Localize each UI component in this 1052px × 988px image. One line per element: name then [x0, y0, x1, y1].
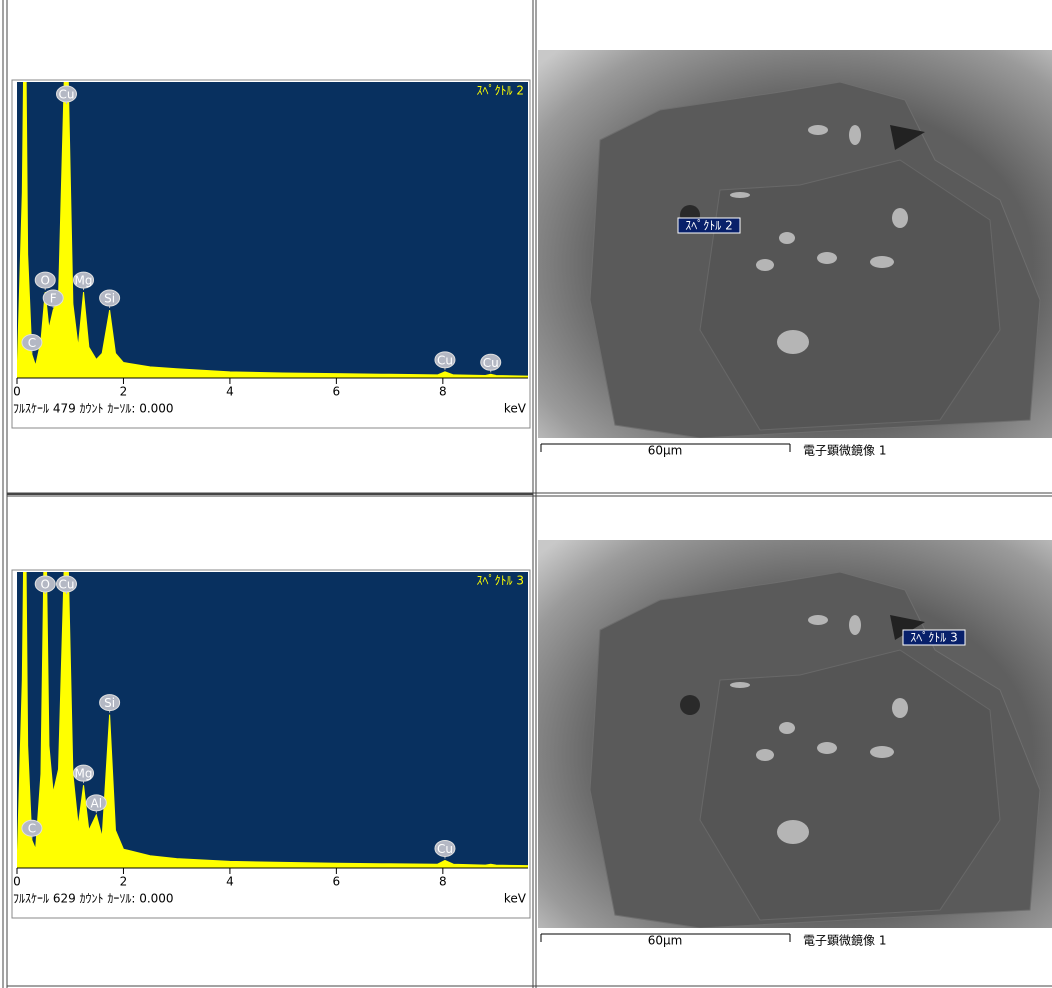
sem-inclusion	[849, 125, 861, 145]
sem-inclusion	[777, 820, 809, 844]
spectrum-marker-box	[677, 217, 741, 234]
peak-marker	[434, 351, 456, 369]
sem-shadow	[890, 615, 925, 640]
peak-label: Mg	[75, 274, 93, 288]
chart-footer: ﾌﾙｽｹｰﾙ 479 ｶｳﾝﾄ ｶｰｿﾙ: 0.000	[13, 402, 174, 416]
sem-grain	[699, 649, 1001, 921]
peak-marker	[21, 334, 43, 352]
sem-inclusion	[808, 615, 828, 625]
sem-inclusion	[808, 125, 828, 135]
plot-background	[17, 82, 528, 378]
sem-inclusion	[779, 722, 795, 734]
sem-inclusion	[892, 208, 908, 228]
sem-grain	[699, 159, 1001, 431]
peak-marker	[56, 85, 78, 103]
x-tick-label: 0	[13, 385, 21, 399]
scale-label: 60μm	[648, 934, 683, 948]
peak-label: F	[50, 292, 57, 306]
sem-inclusion	[870, 746, 894, 758]
chart-footer: ﾌﾙｽｹｰﾙ 629 ｶｳﾝﾄ ｶｰｿﾙ: 0.000	[13, 892, 174, 906]
peak-marker	[34, 271, 56, 289]
x-tick-label: 2	[120, 875, 128, 889]
peak-marker	[21, 819, 43, 837]
sem-inclusion	[777, 330, 809, 354]
peak-label: Al	[91, 796, 103, 810]
peak-marker	[73, 271, 95, 289]
spectrum-marker-box	[902, 629, 966, 646]
x-tick-label: 6	[333, 875, 341, 889]
peak-marker	[56, 575, 78, 593]
peak-marker	[434, 839, 456, 857]
x-axis-label: keV	[504, 402, 527, 416]
x-tick-label: 8	[439, 875, 447, 889]
scale-area	[538, 928, 1052, 958]
x-tick-label: 4	[226, 385, 234, 399]
image-caption: 電子顕微鏡像 1	[803, 443, 886, 458]
sem-inclusion	[756, 259, 774, 271]
scale-label: 60μm	[648, 444, 683, 458]
peak-marker	[480, 353, 502, 371]
peak-marker	[99, 694, 121, 712]
x-tick-label: 8	[439, 385, 447, 399]
peak-label: C	[28, 822, 36, 836]
spectrum-marker-label: ｽﾍﾟｸﾄﾙ 2	[685, 219, 732, 233]
chart-title: ｽﾍﾟｸﾄﾙ 3	[477, 574, 524, 588]
image-caption: 電子顕微鏡像 1	[803, 933, 886, 948]
scale-area	[538, 438, 1052, 468]
sem-inclusion	[817, 252, 837, 264]
peak-label: O	[40, 578, 49, 592]
peak-marker	[85, 794, 107, 812]
x-tick-label: 0	[13, 875, 21, 889]
peak-label: Cu	[437, 353, 453, 367]
chart-title: ｽﾍﾟｸﾄﾙ 2	[477, 84, 524, 98]
x-tick-label: 4	[226, 875, 234, 889]
sem-inclusion	[849, 615, 861, 635]
peak-label: O	[40, 274, 49, 288]
peak-marker	[42, 289, 64, 307]
peak-marker	[34, 575, 56, 593]
peak-label: Si	[104, 292, 115, 306]
x-tick-label: 2	[120, 385, 128, 399]
x-axis-label: keV	[504, 892, 527, 906]
spectrum-area	[17, 572, 528, 868]
peak-label: Cu	[483, 356, 499, 370]
sem-inclusion	[892, 698, 908, 718]
x-tick-label: 6	[333, 385, 341, 399]
spectrum-marker-label: ｽﾍﾟｸﾄﾙ 3	[910, 631, 957, 645]
peak-marker	[73, 764, 95, 782]
sem-inclusion	[730, 192, 750, 198]
peak-label: C	[28, 336, 36, 350]
sem-inclusion	[779, 232, 795, 244]
sem-inclusion	[730, 682, 750, 688]
peak-label: Cu	[59, 88, 75, 102]
sem-shadow	[890, 125, 925, 150]
peak-label: Cu	[437, 842, 453, 856]
sem-inclusion	[817, 742, 837, 754]
peak-marker	[99, 289, 121, 307]
sem-dark-spot	[680, 695, 700, 715]
plot-background	[17, 572, 528, 868]
sem-inclusion	[870, 256, 894, 268]
sem-inclusion	[756, 749, 774, 761]
peak-label: Si	[104, 696, 115, 710]
peak-label: Cu	[59, 578, 75, 592]
peak-label: Mg	[75, 767, 93, 781]
